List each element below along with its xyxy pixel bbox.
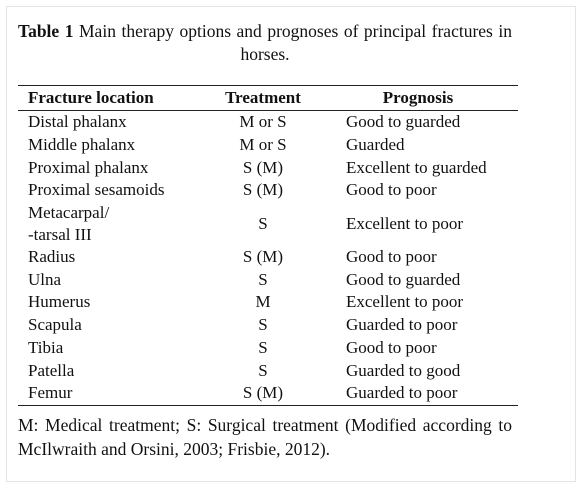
caption-text: Main therapy options and prognoses of pr… xyxy=(79,21,513,64)
table-row: Tibia S Good to poor xyxy=(18,337,518,360)
table-caption: Table 1 Main therapy options and prognos… xyxy=(18,20,512,66)
table-row: Humerus M Excellent to poor xyxy=(18,291,518,314)
table-cell: Patella xyxy=(28,360,75,380)
table-cell: S (M) xyxy=(242,247,284,267)
table-row: Middle phalanx M or S Guarded xyxy=(18,134,518,157)
table-cell: Good to guarded xyxy=(346,112,461,132)
footnote: M: Medical treatment; S: Surgical treatm… xyxy=(18,415,512,459)
table-row: Metacarpal/ -tarsal III S Excellent to poo… xyxy=(18,202,518,246)
table-cell: Good to poor xyxy=(346,180,437,200)
table-cell: S xyxy=(258,315,268,335)
table-cell: Distal phalanx xyxy=(28,112,127,132)
table-cell: Femur xyxy=(28,383,73,403)
table-cell: Proximal phalanx xyxy=(28,157,149,177)
table-cell: Guarded to poor xyxy=(346,315,458,335)
table-cell: Excellent to poor xyxy=(346,292,464,312)
header-cell: Fracture location xyxy=(28,88,154,107)
table-cell: Tibia xyxy=(28,337,64,357)
caption-label: Table 1 xyxy=(18,21,74,41)
table-cell: Middle phalanx xyxy=(28,135,136,155)
table-cell: S xyxy=(258,337,268,357)
frame xyxy=(6,6,576,482)
table-cell: S (M) xyxy=(242,157,284,177)
table-cell: S xyxy=(258,213,268,233)
table-row: Patella S Guarded to good xyxy=(18,359,518,382)
table-row: Distal phalanx M or S Good to guarded xyxy=(18,111,518,134)
header-cell: Treatment xyxy=(225,88,301,107)
table-head: Fracture location Treatment Prognosis xyxy=(18,85,518,111)
header-row: Fracture location Treatment Prognosis xyxy=(18,85,518,111)
table-cell: Metacarpal/ -tarsal III xyxy=(28,202,110,244)
table-cell: S (M) xyxy=(242,383,284,403)
table-cell: S xyxy=(258,360,268,380)
table-cell: Guarded to good xyxy=(346,360,461,380)
table-row: Femur S (M) Guarded to poor xyxy=(18,382,518,406)
table-cell: M or S xyxy=(239,112,287,132)
table-cell: Guarded xyxy=(346,135,405,155)
table-cell: Excellent to poor xyxy=(346,213,464,233)
table-cell: Good to poor xyxy=(346,247,437,267)
table-cell: Proximal sesamoids xyxy=(28,180,165,200)
table-cell: Good to guarded xyxy=(346,269,461,289)
table-cell: Scapula xyxy=(28,315,82,335)
table-cell: Ulna xyxy=(28,269,62,289)
table-row: Proximal sesamoids S (M) Good to poor xyxy=(18,179,518,202)
table-cell: M xyxy=(255,292,271,312)
table-cell: S xyxy=(258,269,268,289)
table-cell: Good to poor xyxy=(346,337,437,357)
table-cell: M or S xyxy=(239,135,287,155)
table-cell: Excellent to guarded xyxy=(346,157,487,177)
table-cell: Guarded to poor xyxy=(346,383,458,403)
header-cell: Prognosis xyxy=(382,88,454,107)
table-cell: S (M) xyxy=(242,180,284,200)
table: Fracture location Treatment Prognosis Dist… xyxy=(18,85,518,406)
table-row: Ulna S Good to guarded xyxy=(18,268,518,291)
table-row: Proximal phalanx S (M) Excellent to guarde… xyxy=(18,156,518,179)
table-row: Radius S (M) Good to poor xyxy=(18,246,518,269)
table-row: Scapula S Guarded to poor xyxy=(18,314,518,337)
table-cell: Radius xyxy=(28,247,76,267)
table-body: Distal phalanx M or S Good to guarded Middl… xyxy=(18,111,518,406)
table-cell: Humerus xyxy=(28,292,91,312)
